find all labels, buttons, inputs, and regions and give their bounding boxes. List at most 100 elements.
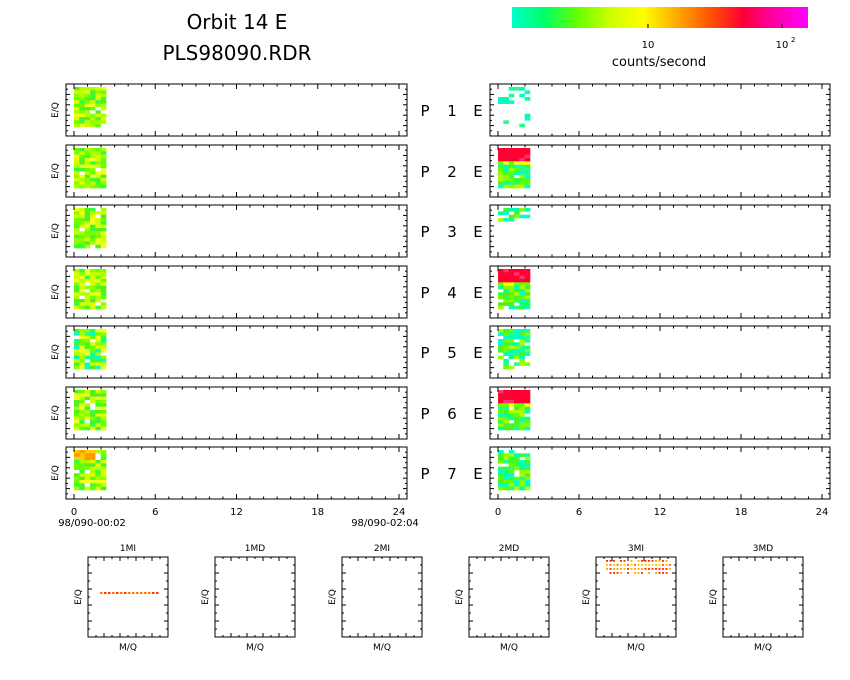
heatmap-cell (524, 214, 531, 219)
heatmap-cell (90, 420, 96, 424)
heatmap-cell (90, 234, 96, 239)
heatmap-cell (90, 244, 96, 249)
heatmap-cell (524, 403, 531, 407)
heatmap-cell (90, 117, 96, 121)
heatmap-cell (90, 228, 96, 232)
heatmap-cell (95, 355, 102, 360)
mass-point (613, 564, 615, 566)
heatmap-cell (79, 302, 85, 306)
heatmap-cell (74, 178, 80, 182)
heatmap-cell (503, 359, 509, 363)
heatmap-cell (498, 100, 504, 104)
heatmap-cell (90, 113, 96, 118)
heatmap-cell (79, 450, 85, 454)
mass-point (616, 564, 619, 566)
heatmap-cell (498, 154, 504, 159)
heatmap-cell (95, 423, 102, 427)
mass-point (620, 572, 622, 574)
heatmap-cell (498, 406, 504, 411)
heatmap-cell (508, 426, 515, 431)
time-tick-label: 0 (495, 507, 501, 518)
mass-point (112, 592, 115, 594)
heatmap-cell (90, 416, 96, 421)
heatmap-cell (74, 423, 80, 427)
mass-point (623, 564, 626, 566)
heatmap-cell (498, 158, 504, 162)
heatmap-cell (519, 332, 525, 336)
heatmap-cell (508, 400, 515, 404)
heatmap-cell (90, 151, 96, 155)
heatmap-cell (79, 100, 85, 104)
heatmap-cell (498, 269, 504, 273)
heatmap-cell (498, 292, 504, 296)
left-panel-7: E/Q (51, 446, 408, 500)
heatmap-cell (519, 396, 525, 401)
heatmap-cell (90, 289, 96, 293)
heatmap-cell (519, 208, 525, 212)
mass-point (606, 568, 608, 570)
heatmap-cell (100, 93, 107, 98)
panel-label-p: P (420, 163, 429, 181)
heatmap-cell (74, 339, 80, 343)
heatmap-cell (95, 393, 102, 397)
heatmap-cell (90, 224, 96, 229)
heatmap-cell (100, 426, 107, 431)
mass-point (648, 572, 650, 574)
heatmap-cell (100, 107, 107, 111)
heatmap-cell (95, 241, 102, 245)
heatmap-cell (95, 486, 102, 491)
heatmap-cell (74, 349, 80, 353)
heatmap-cell (508, 302, 515, 306)
heatmap-cell (74, 228, 80, 232)
heatmap-cell (514, 275, 520, 280)
heatmap-cell (503, 365, 509, 370)
heatmap-cell (84, 332, 91, 336)
panel-ylabel: E/Q (51, 465, 61, 481)
heatmap-cell (498, 413, 504, 417)
heatmap-cell (503, 279, 509, 283)
heatmap-cell (519, 416, 525, 421)
heatmap-cell (95, 410, 102, 414)
heatmap-cell (514, 403, 520, 407)
heatmap-cell (95, 100, 102, 104)
heatmap-cell (100, 285, 107, 290)
heatmap-cell (95, 416, 102, 421)
heatmap-cell (95, 151, 102, 155)
mass-point (609, 568, 612, 570)
heatmap-cell (79, 221, 85, 225)
heatmap-cell (514, 410, 520, 414)
heatmap-cell (524, 426, 531, 431)
heatmap-cell (503, 332, 509, 336)
heatmap-cell (90, 355, 96, 360)
mass-point (606, 560, 608, 562)
heatmap-cell (74, 93, 80, 98)
heatmap-cell (503, 352, 509, 356)
heatmap-cell (100, 332, 107, 336)
heatmap-cell (79, 329, 85, 333)
heatmap-cell (95, 426, 102, 431)
heatmap-cell (79, 123, 85, 128)
left-panel-2: E/Q (51, 144, 408, 198)
heatmap-cell (84, 365, 91, 370)
heatmap-cell (84, 305, 91, 310)
heatmap-cell (84, 285, 91, 290)
heatmap-cell (498, 476, 504, 481)
heatmap-cell (79, 305, 85, 310)
heatmap-cell (514, 345, 520, 350)
heatmap-cell (514, 393, 520, 397)
heatmap-cell (90, 275, 96, 280)
heatmap-cell (503, 396, 509, 401)
heatmap-cell (503, 302, 509, 306)
mass-point (655, 568, 657, 570)
heatmap-cell (498, 302, 504, 306)
heatmap-cell (100, 416, 107, 421)
heatmap-cell (74, 184, 80, 189)
heatmap-cell (79, 400, 85, 404)
heatmap-cell (95, 476, 102, 481)
heatmap-cell (74, 365, 80, 370)
panel-frame (65, 325, 408, 379)
heatmap-cell (100, 103, 107, 108)
heatmap-cell (508, 396, 515, 401)
heatmap-cell (79, 107, 85, 111)
